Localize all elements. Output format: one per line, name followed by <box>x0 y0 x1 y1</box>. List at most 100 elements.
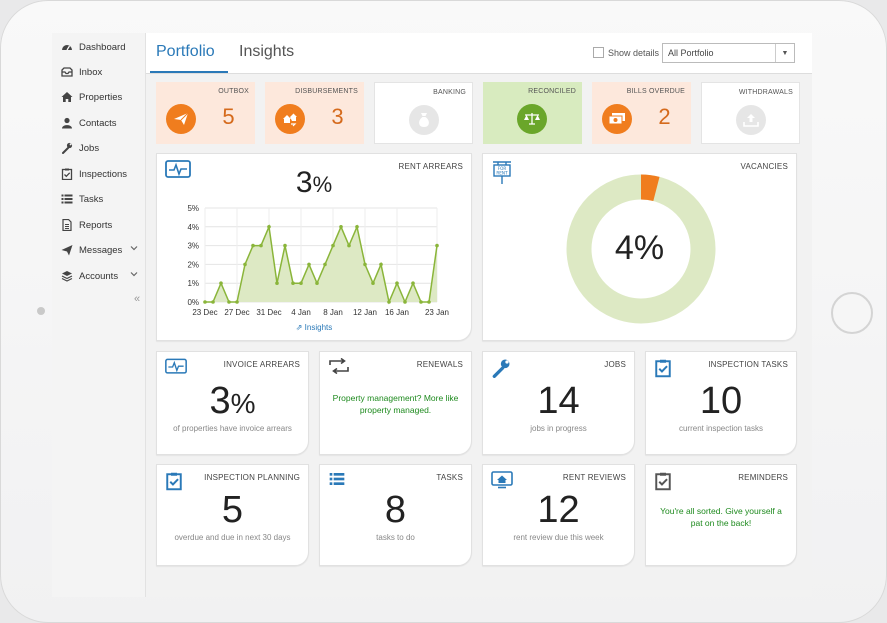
x-tick-label: 12 Jan <box>353 308 377 317</box>
stat-label: OUTBOX <box>218 88 249 95</box>
inbox-icon <box>60 66 73 79</box>
card-subtitle: current inspection tasks <box>678 424 764 433</box>
data-point <box>355 225 359 229</box>
heartbeat-monitor-icon <box>165 358 187 381</box>
data-point <box>219 281 223 285</box>
nav-item-dashboard[interactable]: Dashboard <box>60 38 125 56</box>
nav-label: Properties <box>79 91 123 103</box>
nav-label: Inbox <box>79 66 103 78</box>
paper-plane-icon <box>166 104 196 134</box>
data-point <box>395 281 399 285</box>
data-point <box>211 300 215 304</box>
insights-link[interactable]: ⇗ Insights <box>157 323 471 332</box>
monitor-home-icon <box>491 471 513 494</box>
data-point <box>259 243 263 248</box>
document-icon <box>60 219 73 232</box>
home-button[interactable] <box>831 292 873 334</box>
stat-reconciled[interactable]: RECONCILED <box>483 82 582 144</box>
top-bar: Portfolio Insights Show details All Port… <box>146 33 812 74</box>
nav-label: Inspections <box>79 168 128 180</box>
card-title: REMINDERS <box>738 473 788 482</box>
invoice-arrears-card[interactable]: INVOICE ARREARS 3% of properties have in… <box>156 351 309 455</box>
data-point <box>235 300 239 304</box>
renew-arrows-icon <box>328 357 350 379</box>
vacancies-card[interactable]: FOR RENT VACANCIES 4% <box>482 153 797 341</box>
area-fill <box>205 226 437 302</box>
nav-label: Contacts <box>79 117 117 129</box>
inspection-tasks-card[interactable]: INSPECTION TASKS 10 current inspection t… <box>645 351 797 455</box>
inspection-planning-card[interactable]: INSPECTION PLANNING 5 overdue and due in… <box>156 464 309 566</box>
card-subtitle: rent review due this week <box>513 533 604 542</box>
stat-label: DISBURSEMENTS <box>295 88 358 95</box>
stat-value: 5 <box>222 104 235 129</box>
unit-label: % <box>230 388 256 419</box>
nav-item-accounts[interactable]: Accounts <box>60 267 144 285</box>
portfolio-select[interactable]: All Portfolio ▼ <box>662 43 795 63</box>
stat-value: 2 <box>658 104 671 129</box>
list-icon <box>60 193 73 206</box>
card-title: RENEWALS <box>416 360 463 369</box>
nav-label: Jobs <box>79 142 100 154</box>
stack-icon <box>60 270 73 283</box>
big-number: 8 <box>384 489 407 531</box>
svg-text:RENT: RENT <box>496 171 508 176</box>
x-tick-label: 27 Dec <box>224 308 249 317</box>
stat-label: BANKING <box>433 89 466 96</box>
rent-arrears-card[interactable]: RENT ARREARS 3% 0% 1% 2% 3% 4% 5% 23 Dec 27 Dec… <box>156 153 472 341</box>
svg-text:FOR: FOR <box>498 166 507 171</box>
reminders-message: You're all sorted. Give yourself a pat o… <box>660 506 782 528</box>
app-screen: Dashboard Inbox Properties Contacts Jobs… <box>52 33 812 597</box>
nav-label: Messages <box>79 244 123 256</box>
nav-item-inbox[interactable]: Inbox <box>60 63 102 81</box>
stat-label: WITHDRAWALS <box>738 89 793 96</box>
y-tick-label: 3% <box>187 242 199 251</box>
data-point <box>371 281 375 285</box>
tab-portfolio[interactable]: Portfolio <box>156 43 215 60</box>
nav-item-properties[interactable]: Properties <box>60 88 122 106</box>
y-tick-label: 0% <box>187 298 199 307</box>
x-tick-label: 23 Dec <box>192 308 217 317</box>
nav-item-reports[interactable]: Reports <box>60 216 112 234</box>
stat-banking[interactable]: BANKING <box>374 82 473 144</box>
show-details-toggle[interactable]: Show details <box>593 47 659 58</box>
nav-item-tasks[interactable]: Tasks <box>60 190 103 208</box>
x-tick-label: 23 Jan <box>425 308 449 317</box>
collapse-sidebar-icon[interactable]: « <box>134 293 141 305</box>
stat-withdrawals[interactable]: WITHDRAWALS <box>701 82 800 144</box>
list-icon <box>328 471 346 492</box>
sidebar: Dashboard Inbox Properties Contacts Jobs… <box>52 33 146 597</box>
card-subtitle: overdue and due in next 30 days <box>174 533 291 542</box>
nav-item-messages[interactable]: Messages <box>60 241 144 259</box>
portfolio-select-value: All Portfolio <box>668 48 714 58</box>
stat-disbursements[interactable]: DISBURSEMENTS 3 <box>265 82 364 144</box>
main-content: Portfolio Insights Show details All Port… <box>146 33 812 597</box>
stat-outbox[interactable]: OUTBOX 5 <box>156 82 255 144</box>
data-point <box>347 243 351 248</box>
renewals-card[interactable]: RENEWALS Property management? More like … <box>319 351 472 455</box>
nav-item-contacts[interactable]: Contacts <box>60 114 117 132</box>
nav-item-inspections[interactable]: Inspections <box>60 165 127 183</box>
data-point <box>307 262 311 267</box>
stat-bills-overdue[interactable]: BILLS OVERDUE 2 <box>592 82 691 144</box>
insights-link-label: Insights <box>304 323 333 332</box>
rent-reviews-card[interactable]: RENT REVIEWS 12 rent review due this wee… <box>482 464 635 566</box>
y-tick-label: 5% <box>187 204 199 213</box>
jobs-card[interactable]: JOBS 14 jobs in progress <box>482 351 635 455</box>
big-number: 12 <box>537 489 580 531</box>
big-number: 3 <box>295 166 313 199</box>
caret-down-icon[interactable]: ▼ <box>775 44 794 62</box>
reminders-card[interactable]: REMINDERS You're all sorted. Give yourse… <box>645 464 797 566</box>
bills-icon <box>602 104 632 134</box>
chevron-down-icon[interactable] <box>130 244 138 255</box>
show-details-checkbox[interactable] <box>593 47 604 58</box>
chevron-down-icon[interactable] <box>130 270 138 281</box>
data-point <box>435 243 439 248</box>
x-tick-label: 8 Jan <box>323 308 343 317</box>
nav-item-jobs[interactable]: Jobs <box>60 139 99 157</box>
tab-insights[interactable]: Insights <box>239 43 295 60</box>
data-point <box>363 262 367 267</box>
x-tick-label: 16 Jan <box>385 308 409 317</box>
tasks-card[interactable]: TASKS 8 tasks to do <box>319 464 472 566</box>
card-title: RENT REVIEWS <box>562 473 626 482</box>
card-title: INSPECTION PLANNING <box>204 473 300 482</box>
